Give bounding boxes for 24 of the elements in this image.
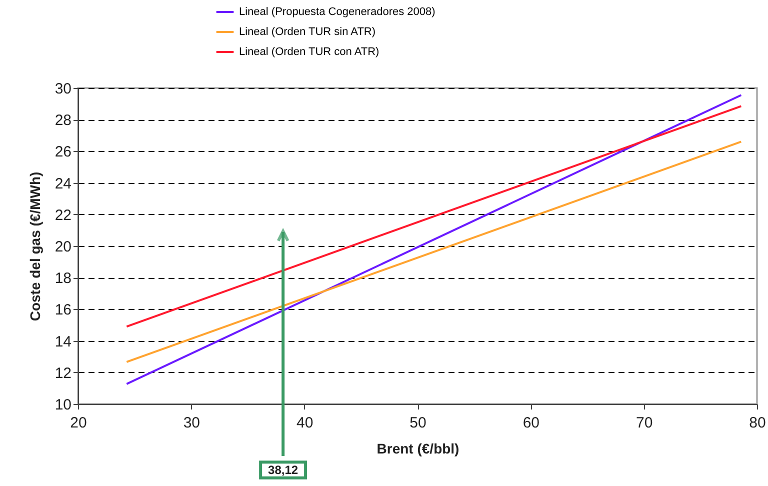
y-tick-label: 24: [54, 175, 72, 192]
ref-line-label: 38,12: [268, 463, 298, 477]
x-tick-label: 60: [522, 414, 540, 432]
legend-label: Lineal (Propuesta Cogeneradores 2008): [239, 6, 436, 18]
y-tick-label: 22: [54, 206, 72, 224]
x-tick-label: 40: [296, 414, 314, 432]
y-tick-label: 30: [54, 80, 72, 98]
x-tick-label: 30: [183, 414, 200, 432]
legend-label: Lineal (Orden TUR sin ATR): [239, 26, 376, 38]
x-tick-label: 80: [749, 414, 766, 432]
y-tick-label: 18: [54, 270, 72, 288]
y-tick-label: 20: [54, 238, 72, 256]
legend-label: Lineal (Orden TUR con ATR): [239, 46, 380, 58]
x-tick-label: 20: [70, 414, 87, 432]
y-tick-label: 14: [54, 333, 72, 350]
y-tick-label: 12: [54, 364, 72, 382]
y-tick-label: 16: [54, 302, 72, 319]
x-tick-label: 50: [410, 414, 426, 432]
y-tick-label: 26: [54, 144, 72, 161]
y-tick-label: 10: [54, 396, 72, 414]
x-axis-title: Brent (€/bbl): [376, 440, 460, 456]
y-axis-title: Coste del gas (€/MWh): [26, 172, 43, 322]
x-tick-label: 70: [636, 414, 653, 432]
y-tick-label: 28: [54, 112, 72, 130]
